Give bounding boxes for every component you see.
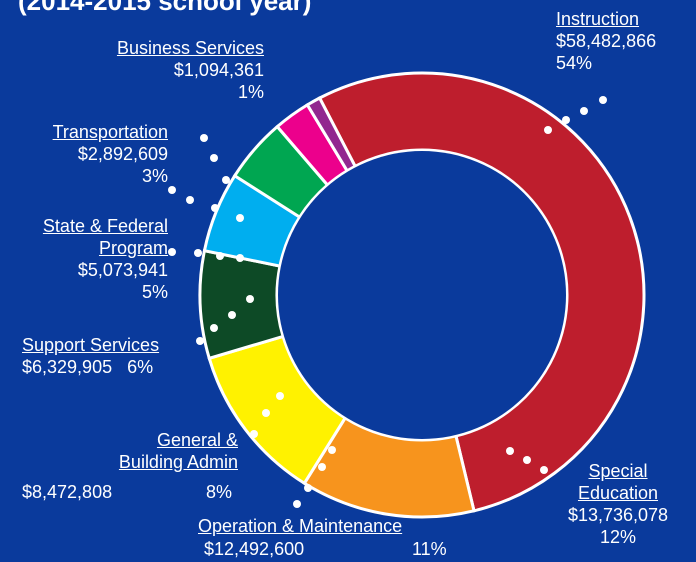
label-operation-maintenance: Operation & Maintenance	[198, 515, 402, 537]
label-support-services-amount: $6,329,905	[22, 357, 113, 377]
donut-slice-business-services	[305, 95, 358, 173]
label-state-federal-name2: Program	[98, 238, 168, 258]
leader-dot	[222, 176, 230, 184]
label-instruction-name: Instruction	[556, 9, 640, 29]
donut-slice-instruction	[317, 71, 646, 513]
leader-dot	[540, 466, 548, 474]
leader-dot	[228, 311, 236, 319]
label-special-education-percent: 12%	[599, 527, 637, 547]
label-operation-maintenance-name: Operation & Maintenance	[198, 516, 403, 536]
leader-dot	[580, 107, 588, 115]
donut-hole	[278, 151, 566, 439]
leader-dot	[293, 500, 301, 508]
leader-dot	[246, 295, 254, 303]
label-general-admin-name2: Building Admin	[118, 452, 238, 472]
leader-dot	[210, 324, 218, 332]
label-state-federal-name1: State & Federal	[42, 216, 168, 236]
leader-dot	[506, 447, 514, 455]
leader-dot	[168, 248, 176, 256]
label-instruction-amount: $58,482,866	[556, 31, 657, 51]
leader-dot	[168, 186, 176, 194]
leader-dot	[544, 126, 552, 134]
label-general-admin: General & Building Admin	[119, 429, 238, 473]
leader-dot	[216, 252, 224, 260]
label-operation-maintenance-percent-wrap: 11%	[412, 538, 447, 560]
label-operation-maintenance-percent: 11%	[412, 539, 447, 559]
label-business-services-name: Business Services	[116, 38, 264, 58]
label-support-services-line: $6,329,905 6%	[22, 356, 159, 378]
label-transportation: Transportation $2,892,609 3%	[53, 121, 168, 187]
leader-dot	[318, 463, 326, 471]
leader-dot	[194, 249, 202, 257]
label-instruction: Instruction $58,482,866 54%	[556, 8, 656, 74]
chart-title: (2014-2015 school year)	[18, 0, 312, 16]
label-special-education-amount: $13,736,078	[567, 505, 669, 525]
label-transportation-percent: 3%	[141, 166, 168, 186]
label-general-admin-percent-wrap: 8%	[206, 481, 232, 503]
leader-dot	[196, 337, 204, 345]
label-business-services: Business Services $1,094,361 1%	[117, 37, 264, 103]
label-special-education: Special Education $13,736,078 12%	[548, 460, 688, 548]
label-general-admin-amount: $8,472,808	[22, 482, 113, 502]
leader-dot	[562, 116, 570, 124]
leader-dots	[168, 96, 607, 508]
leader-dot	[186, 196, 194, 204]
label-general-admin-values: $8,472,808	[22, 481, 112, 503]
label-special-education-name1: Special	[588, 461, 648, 481]
leader-dot	[210, 154, 218, 162]
label-operation-maintenance-amount-wrap: $12,492,600	[204, 538, 304, 560]
label-special-education-name2-wrap: Education	[548, 482, 688, 504]
label-support-services-percent: 6%	[127, 357, 154, 377]
donut-slices	[198, 71, 646, 519]
label-instruction-percent: 54%	[556, 53, 593, 73]
leader-dot	[236, 214, 244, 222]
label-support-services-name: Support Services	[22, 335, 160, 355]
leader-dot	[211, 204, 219, 212]
label-business-services-percent: 1%	[237, 82, 264, 102]
label-state-federal-percent: 5%	[141, 282, 168, 302]
leader-dot	[523, 456, 531, 464]
leader-dot	[599, 96, 607, 104]
label-business-services-amount: $1,094,361	[173, 60, 264, 80]
leader-dot	[276, 392, 284, 400]
leader-dot	[304, 484, 312, 492]
label-state-federal-amount: $5,073,941	[77, 260, 168, 280]
leader-dot	[328, 446, 336, 454]
label-special-education-name1-wrap: Special	[548, 460, 688, 482]
label-general-admin-name1: General &	[156, 430, 238, 450]
leader-dot	[250, 430, 258, 438]
label-state-federal: State & Federal Program $5,073,941 5%	[43, 215, 168, 303]
leader-dot	[200, 134, 208, 142]
label-special-education-name2: Education	[577, 483, 659, 503]
label-transportation-name: Transportation	[52, 122, 168, 142]
leader-dot	[236, 254, 244, 262]
leader-dot	[262, 409, 270, 417]
label-support-services: Support Services $6,329,905 6%	[22, 334, 159, 378]
label-operation-maintenance-amount: $12,492,600	[204, 539, 305, 559]
label-general-admin-percent: 8%	[206, 482, 233, 502]
label-transportation-amount: $2,892,609	[77, 144, 168, 164]
